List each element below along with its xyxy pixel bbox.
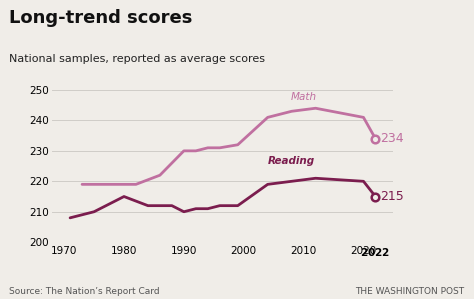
Text: Reading: Reading [268, 156, 315, 166]
Text: 215: 215 [380, 190, 403, 203]
Text: National samples, reported as average scores: National samples, reported as average sc… [9, 54, 265, 64]
Text: Long-trend scores: Long-trend scores [9, 9, 193, 27]
Text: Math: Math [291, 92, 317, 102]
Text: Source: The Nation’s Report Card: Source: The Nation’s Report Card [9, 287, 160, 296]
Text: THE WASHINGTON POST: THE WASHINGTON POST [356, 287, 465, 296]
Text: 234: 234 [380, 132, 403, 145]
